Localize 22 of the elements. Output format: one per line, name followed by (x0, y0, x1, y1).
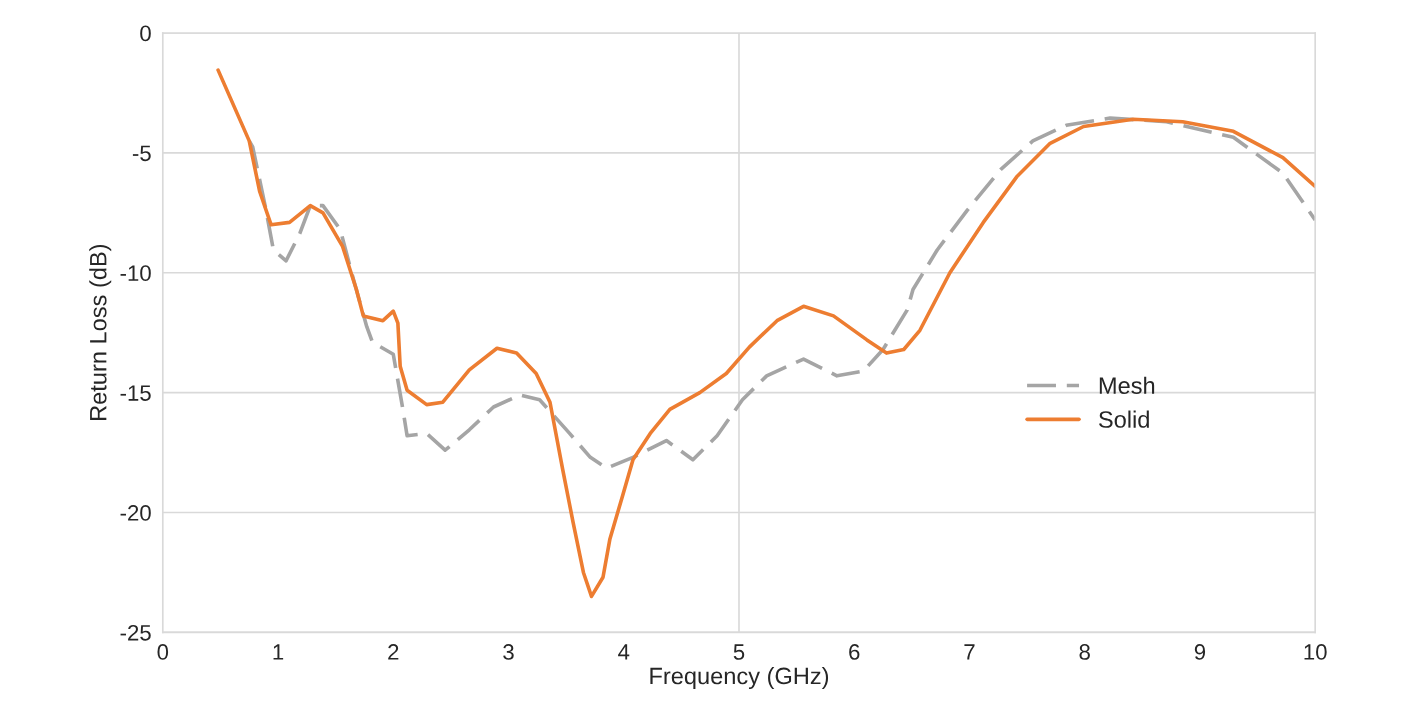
x-tick-label: 6 (849, 644, 860, 660)
y-tick-label: -25 (120, 624, 151, 641)
x-tick-label: 5 (733, 644, 745, 660)
y-tick-label: 0 (140, 25, 151, 42)
x-tick-label: 3 (503, 644, 514, 660)
legend-label: Solid (1098, 410, 1149, 428)
x-tick-label: 9 (1194, 644, 1206, 660)
x-tick-label: 7 (964, 644, 975, 660)
x-tick-label: 10 (1304, 644, 1327, 660)
y-tick-label: -15 (120, 385, 151, 401)
x-axis-title: Frequency (GHz) (650, 667, 829, 690)
x-tick-label: 2 (388, 644, 399, 660)
legend-label: Mesh (1099, 376, 1155, 395)
x-tick-label: 1 (273, 644, 284, 660)
y-axis-title: Return Loss (dB) (89, 244, 112, 420)
y-tick-label: -10 (120, 265, 151, 282)
y-tick-label: -5 (132, 145, 151, 162)
x-tick-label: 8 (1079, 644, 1090, 660)
x-tick-label: 0 (157, 644, 169, 660)
line-series (216, 68, 1316, 599)
x-tick-label: 4 (618, 644, 630, 660)
y-tick-label: -20 (120, 505, 151, 521)
